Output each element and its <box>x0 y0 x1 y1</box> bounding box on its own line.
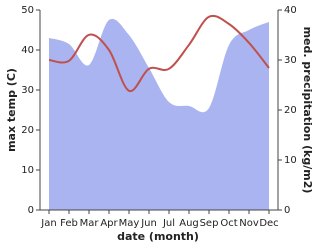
x-tick-label: Aug <box>179 218 199 229</box>
y2-tick-label: 20 <box>284 105 297 116</box>
x-tick-label: Apr <box>100 218 118 229</box>
y2-tick-label: 0 <box>284 205 290 216</box>
y-tick-label: 20 <box>21 125 34 136</box>
x-tick-label: Nov <box>239 218 259 229</box>
precip-area <box>49 18 269 210</box>
y-tick-label: 0 <box>28 205 34 216</box>
y2-tick-label: 10 <box>284 155 297 166</box>
y-tick-label: 30 <box>21 85 34 96</box>
x-tick-label: Oct <box>220 218 237 229</box>
x-tick-label: Sep <box>200 218 219 229</box>
x-tick-label: Feb <box>60 218 78 229</box>
x-axis-title: date (month) <box>117 230 199 243</box>
temp-line <box>48 14 270 92</box>
x-tick-label: Jan <box>40 218 56 229</box>
x-tick-label: Jul <box>162 218 175 229</box>
y-tick-label: 40 <box>21 45 34 56</box>
x-tick-label: May <box>119 218 140 229</box>
y-axis-title: max temp (C) <box>5 68 18 152</box>
x-tick-label: Mar <box>80 218 100 229</box>
y2-tick-label: 30 <box>284 55 297 66</box>
x-tick-label: Dec <box>259 218 278 229</box>
y-tick-label: 10 <box>21 165 34 176</box>
y2-axis-title: med. precipitation (kg/m2) <box>301 27 314 194</box>
x-tick-label: Jun <box>140 218 157 229</box>
y2-tick-label: 40 <box>284 5 297 16</box>
y-tick-label: 50 <box>21 5 34 16</box>
